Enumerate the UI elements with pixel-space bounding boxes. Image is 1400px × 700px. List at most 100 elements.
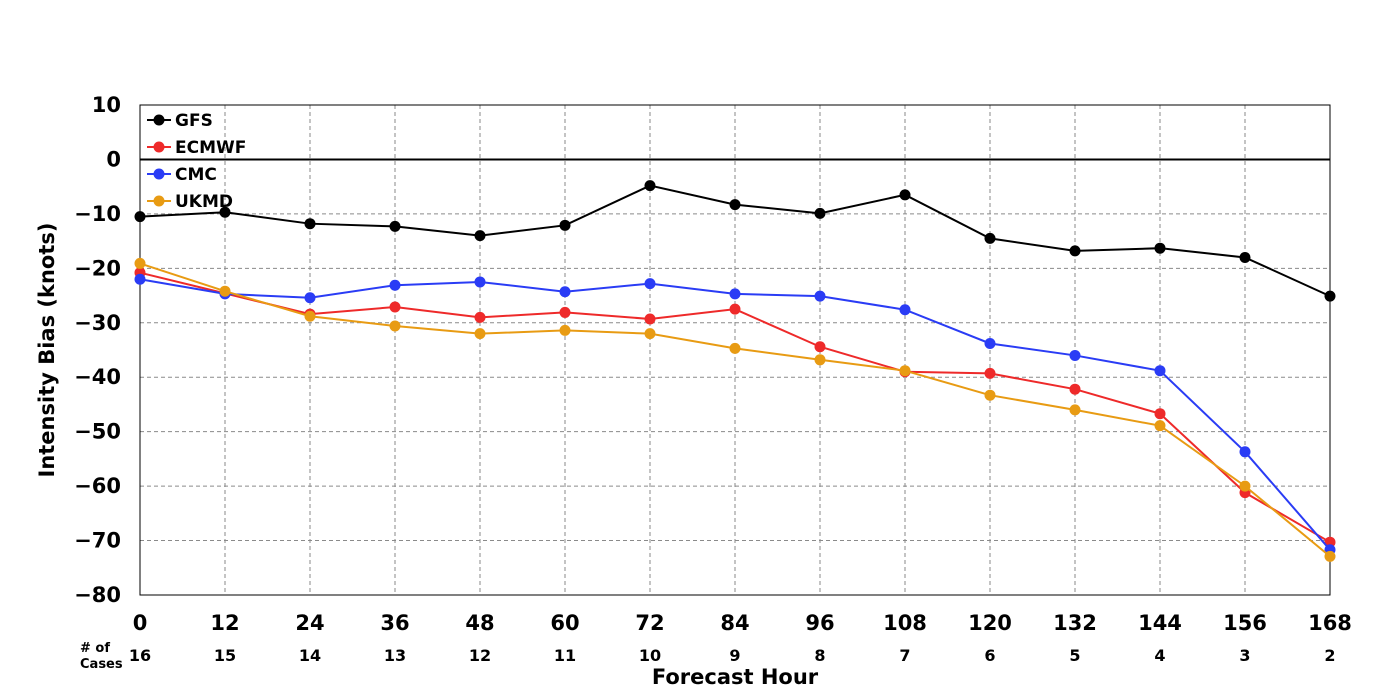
data-point-gfs	[644, 180, 656, 192]
cases-count: 15	[214, 646, 236, 665]
legend-item-ecmwf: ECMWF	[147, 138, 246, 158]
x-tick-label: 0	[133, 611, 148, 635]
data-point-ukmd	[134, 257, 146, 269]
data-point-ecmwf	[1324, 536, 1336, 548]
cases-count: 10	[639, 646, 661, 665]
data-point-ukmd	[899, 365, 911, 377]
x-tick-label: 12	[210, 611, 239, 635]
legend-label: UKMD	[175, 192, 233, 212]
cases-count: 12	[469, 646, 491, 665]
y-tick-label: −60	[74, 474, 121, 498]
y-tick-label: −70	[74, 529, 121, 553]
data-point-cmc	[1154, 365, 1166, 377]
legend-label: CMC	[175, 165, 217, 185]
series-gfs	[134, 180, 1336, 302]
data-point-gfs	[814, 207, 826, 219]
cases-count: 3	[1239, 646, 1250, 665]
data-point-gfs	[899, 189, 911, 201]
x-tick-label: 24	[295, 611, 324, 635]
data-point-gfs	[474, 230, 486, 242]
cases-row: # of Cases 16 15 14 13 12 11 10 9 8 7 6 5 4 3 2	[80, 641, 1336, 672]
x-tick-label: 132	[1053, 611, 1097, 635]
y-tick-label: 0	[106, 147, 121, 171]
data-point-ukmd	[389, 320, 401, 332]
data-point-cmc	[1239, 446, 1251, 458]
data-point-ukmd	[1324, 550, 1336, 562]
data-point-ecmwf	[814, 341, 826, 353]
data-point-gfs	[1324, 290, 1336, 302]
data-point-cmc	[474, 276, 486, 288]
x-tick-label: 48	[465, 611, 494, 635]
x-tick-label: 168	[1308, 611, 1352, 635]
legend-item-gfs: GFS	[147, 111, 213, 131]
legend-marker	[153, 195, 165, 207]
data-point-gfs	[1239, 251, 1251, 263]
x-tick-label: 144	[1138, 611, 1182, 635]
data-point-ecmwf	[984, 367, 996, 379]
y-tick-label: −30	[74, 311, 121, 335]
x-tick-label: 84	[720, 611, 749, 635]
data-point-ecmwf	[559, 306, 571, 318]
cases-count: 4	[1154, 646, 1165, 665]
cases-title-line1: # of	[80, 641, 110, 656]
legend: GFS ECMWF CMC UKMD	[147, 111, 246, 212]
x-axis-title: Forecast Hour	[652, 665, 819, 689]
plot-frame	[139, 104, 1331, 596]
data-point-cmc	[389, 279, 401, 291]
data-point-ecmwf	[729, 303, 741, 315]
data-point-ecmwf	[1154, 408, 1166, 420]
data-point-ukmd	[1239, 480, 1251, 492]
cases-title-line2: Cases	[80, 657, 123, 672]
data-point-ukmd	[984, 389, 996, 401]
data-point-cmc	[984, 337, 996, 349]
x-tick-labels: 0 12 24 36 48 60 72 84 96 108 120 132 144 156 168	[133, 611, 1352, 635]
y-tick-label: −50	[74, 420, 121, 444]
data-point-gfs	[1069, 245, 1081, 257]
data-point-gfs	[1154, 242, 1166, 254]
legend-marker	[153, 141, 165, 153]
data-point-cmc	[304, 292, 316, 304]
grid-layer	[140, 105, 1330, 595]
data-point-cmc	[1069, 349, 1081, 361]
y-tick-label: −20	[74, 256, 121, 280]
cases-count: 8	[814, 646, 825, 665]
data-point-ukmd	[644, 328, 656, 340]
cases-count: 11	[554, 646, 576, 665]
data-point-ecmwf	[1069, 383, 1081, 395]
y-tick-labels: 10 0 −10 −20 −30 −40 −50 −60 −70 −80	[74, 93, 121, 607]
data-point-gfs	[984, 232, 996, 244]
y-tick-label: −80	[74, 583, 121, 607]
x-tick-label: 96	[805, 611, 834, 635]
data-point-gfs	[304, 218, 316, 230]
data-point-cmc	[899, 304, 911, 316]
y-tick-label: −10	[74, 202, 121, 226]
cases-count: 16	[129, 646, 151, 665]
data-point-gfs	[559, 219, 571, 231]
plot-border	[139, 104, 1331, 596]
data-point-ecmwf	[474, 311, 486, 323]
data-point-ukmd	[729, 342, 741, 354]
data-point-gfs	[729, 199, 741, 211]
x-tick-label: 72	[635, 611, 664, 635]
cases-count: 2	[1324, 646, 1335, 665]
cases-count: 6	[984, 646, 995, 665]
x-tick-label: 36	[380, 611, 409, 635]
data-point-gfs	[389, 220, 401, 232]
legend-marker	[153, 114, 165, 126]
series-layer	[134, 180, 1336, 562]
legend-item-ukmd: UKMD	[147, 192, 233, 212]
legend-label: ECMWF	[175, 138, 246, 158]
legend-marker	[153, 168, 165, 180]
cases-count: 14	[299, 646, 321, 665]
x-tick-label: 156	[1223, 611, 1267, 635]
y-tick-label: −40	[74, 365, 121, 389]
data-point-ecmwf	[389, 301, 401, 313]
data-point-cmc	[644, 278, 656, 290]
y-axis-title: Intensity Bias (knots)	[35, 223, 59, 478]
data-point-cmc	[134, 273, 146, 285]
legend-label: GFS	[175, 111, 213, 131]
cases-count: 7	[899, 646, 910, 665]
x-tick-label: 60	[550, 611, 579, 635]
data-point-ukmd	[1154, 420, 1166, 432]
